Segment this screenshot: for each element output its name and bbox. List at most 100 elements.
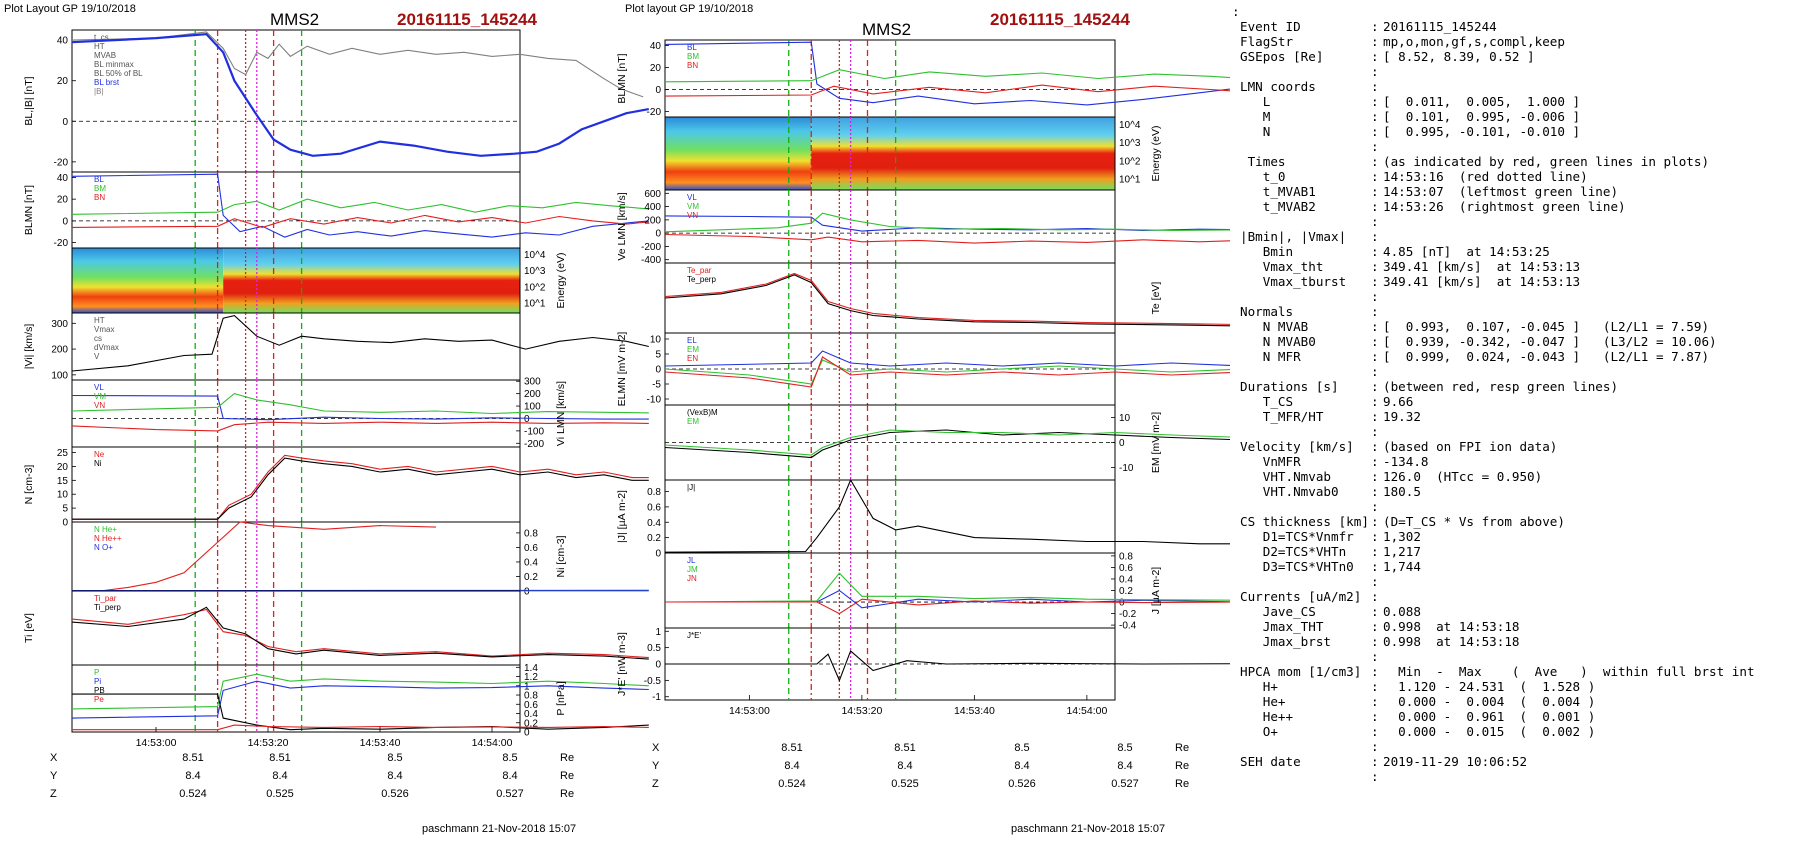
position-value: 8.4	[1117, 760, 1132, 772]
y-axis-label: Energy (eV)	[1150, 125, 1162, 181]
parameter-value: 1,744	[1383, 559, 1421, 574]
parameter-row: Velocity [km/s]: (based on FPI ion data)	[1232, 439, 1802, 454]
position-value: 8.4	[897, 760, 912, 772]
y-tick-label: 200	[51, 345, 68, 356]
legend-entry: Te_par	[687, 266, 712, 275]
y-tick-label: 1.2	[524, 672, 538, 683]
legend-entry: JN	[687, 574, 697, 583]
y-tick-label: 20	[57, 195, 69, 206]
parameter-colon: :	[1371, 79, 1379, 94]
parameter-key: t_MVAB2	[1240, 199, 1316, 214]
series-line-em	[664, 429, 1230, 456]
parameter-colon: :	[1371, 739, 1379, 754]
parameter-value: 126.0 (HTcc = 0.950)	[1383, 469, 1543, 484]
parameter-row: Jmax_THT:0.998 at 14:53:18	[1232, 619, 1802, 634]
legend-entry: PB	[94, 686, 105, 695]
parameter-key: D2=TCS*VHTn	[1240, 544, 1347, 559]
series-line-bl	[71, 173, 649, 238]
y-tick-label: -20	[54, 238, 69, 249]
parameter-value: (as indicated by red, green lines in plo…	[1383, 154, 1710, 169]
series-line-pb	[72, 693, 649, 731]
position-value: 8.51	[182, 752, 203, 764]
parameter-row: He++: 0.000 - 0.961 ( 0.001 )	[1232, 709, 1802, 724]
series-line-bn	[664, 84, 1230, 97]
parameter-key: T_MFR/HT	[1240, 409, 1324, 424]
panel-frame	[71, 664, 521, 733]
position-unit: Re	[1175, 742, 1189, 754]
y-axis-label: |Vi| [km/s]	[23, 324, 35, 370]
parameter-key: H+	[1240, 679, 1278, 694]
parameter-key: t_MVAB1	[1240, 184, 1316, 199]
parameter-row: :	[1232, 574, 1802, 589]
left-event-id: 20161115_145244	[397, 10, 537, 29]
y-tick-label: 10^3	[1119, 138, 1141, 149]
parameter-row: L: [ 0.011, 0.005, 1.000 ]	[1232, 94, 1802, 109]
parameter-row: t_MVAB1:14:53:07 (leftmost green line)	[1232, 184, 1802, 199]
parameter-colon: :	[1371, 154, 1379, 169]
y-tick-label: 15	[57, 476, 69, 487]
y-tick-label: 0	[524, 728, 530, 739]
series-line--j-	[664, 478, 1230, 553]
parameter-key: LMN coords	[1240, 79, 1316, 94]
parameter-key: GSEpos [Re]	[1240, 49, 1324, 64]
series-line-el	[664, 350, 1230, 367]
parameter-colon: :	[1371, 229, 1379, 244]
y-tick-label: 600	[644, 189, 661, 200]
series-line-te-par	[664, 272, 1230, 325]
parameter-row: VHT.Nmvab0:180.5	[1232, 484, 1802, 499]
panel-frame	[664, 552, 1116, 629]
parameter-row: Currents [uA/m2]:	[1232, 589, 1802, 604]
parameter-colon: :	[1371, 619, 1379, 634]
series-line-bm	[664, 69, 1230, 83]
legend-entry: Pi	[94, 677, 101, 686]
parameter-value: 14:53:07 (leftmost green line)	[1383, 184, 1619, 199]
parameter-row: CS thickness [km]: (D=T_CS * Vs from abov…	[1232, 514, 1802, 529]
parameter-value: [ 0.999, 0.024, -0.043 ] (L2/L1 = 7.87)	[1383, 349, 1710, 364]
parameter-row: He+: 0.000 - 0.004 ( 0.004 )	[1232, 694, 1802, 709]
y-axis-label: Ti [eV]	[23, 613, 35, 643]
y-tick-label: 300	[51, 319, 68, 330]
x-tick-label: 14:54:00	[1066, 705, 1107, 717]
y-tick-label: 40	[57, 36, 69, 47]
y-tick-label: 0	[655, 85, 661, 96]
y-tick-label: 0.6	[647, 502, 661, 513]
position-row-label: Z	[652, 778, 659, 790]
parameter-key: FlagStr	[1240, 34, 1294, 49]
series-line-ni	[72, 457, 649, 520]
y-tick-label: -10	[647, 395, 662, 406]
legend-entry: BN	[94, 193, 105, 202]
x-tick-label: 14:53:20	[841, 705, 882, 717]
position-value: 8.4	[185, 770, 200, 782]
parameter-colon: :	[1371, 304, 1379, 319]
parameter-key: Currents [uA/m2]	[1240, 589, 1362, 604]
y-tick-label: 100	[51, 370, 68, 381]
position-value: 8.5	[387, 752, 402, 764]
parameter-value: mp,o,mon,gf,s,compl,keep	[1383, 34, 1565, 49]
panel-frame	[71, 379, 521, 448]
parameter-key: He+	[1240, 694, 1286, 709]
parameter-colon: :	[1371, 439, 1379, 454]
parameter-value: (based on FPI ion data)	[1383, 439, 1558, 454]
x-tick-label: 14:54:00	[472, 737, 513, 749]
series-line-ti-perp	[71, 606, 649, 660]
y-tick-label: -100	[524, 426, 544, 437]
position-value: 0.524	[179, 788, 207, 800]
parameter-key: Normals	[1240, 304, 1294, 319]
legend-entry: HT	[94, 42, 105, 51]
y-tick-label: 0	[655, 365, 661, 376]
parameter-colon: :	[1371, 754, 1379, 769]
parameter-key: Velocity [km/s]	[1240, 439, 1354, 454]
parameter-row: GSEpos [Re]: [ 8.52, 8.39, 0.52 ]	[1232, 49, 1802, 64]
left-footer: paschmann 21-Nov-2018 15:07	[422, 823, 576, 835]
parameter-row: Durations [s]: (between red, resp green l…	[1232, 379, 1802, 394]
y-tick-label: 200	[644, 215, 661, 226]
parameter-row: VHT.Nmvab:126.0 (HTcc = 0.950)	[1232, 469, 1802, 484]
panel-frame	[71, 312, 521, 381]
parameter-row: N MVAB: [ 0.993, 0.107, -0.045 ] (L2/L1 =…	[1232, 319, 1802, 334]
position-value: 0.525	[891, 778, 919, 790]
parameter-value: 0.000 - 0.961 ( 0.001 )	[1383, 709, 1596, 724]
parameter-key: CS thickness [km]	[1240, 514, 1369, 529]
position-row-label: Z	[50, 788, 57, 800]
